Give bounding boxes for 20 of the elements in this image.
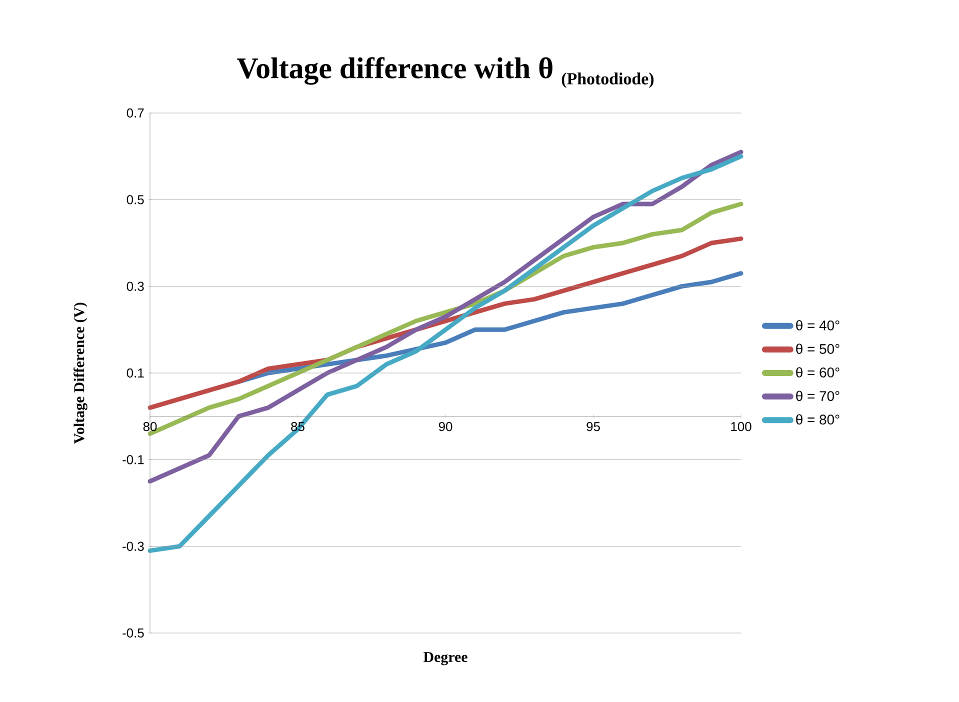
x-tick-label: 100 (731, 422, 752, 432)
y-tick-label: -0.1 (122, 455, 144, 464)
y-tick-label: -0.5 (122, 628, 144, 638)
y-tick-label: 0.7 (126, 108, 144, 118)
legend-label: θ = 80° (796, 414, 840, 425)
x-tick-label: 95 (586, 422, 600, 432)
x-tick-label: 80 (143, 422, 157, 432)
chart-title: Voltage difference with θ (237, 57, 552, 85)
x-tick-label: 90 (438, 422, 452, 432)
legend-label: θ = 40° (796, 320, 840, 330)
legend-label: θ = 60° (796, 367, 840, 378)
legend-label: θ = 70° (796, 390, 840, 401)
chart-subtitle: (Photodiode) (562, 72, 654, 88)
y-tick-label: 0.1 (126, 368, 144, 378)
x-axis-title: Degree (424, 652, 468, 666)
y-axis-title: Voltage Difference (V) (74, 302, 88, 444)
y-tick-label: 0.3 (126, 282, 144, 291)
y-tick-label: -0.3 (122, 542, 144, 551)
y-tick-label: 0.5 (126, 195, 144, 204)
legend-label: θ = 50° (796, 344, 840, 354)
